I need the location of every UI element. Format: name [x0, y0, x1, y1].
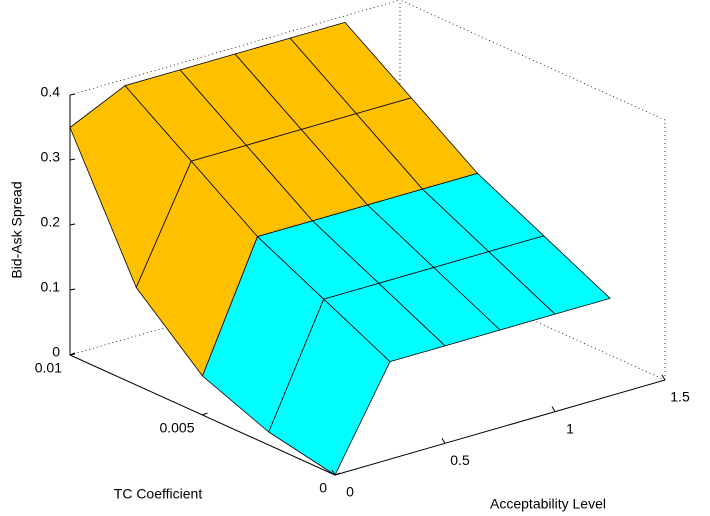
z-tick-label: 0.3: [41, 149, 61, 165]
x-tick: [551, 406, 556, 412]
z-tick: [69, 288, 76, 291]
z-tick-label: 0.1: [41, 279, 61, 295]
x-tick-label: 1.5: [670, 389, 690, 405]
x-tick-label: 0.5: [450, 452, 470, 468]
x-tick-label: 1: [566, 420, 574, 436]
z-tick-label: 0.2: [41, 214, 61, 230]
z-tick: [69, 93, 76, 96]
y-tick-label: 0.01: [35, 360, 62, 376]
x-axis-label: Acceptability Level: [490, 496, 606, 512]
x-axis-line: [334, 379, 666, 476]
z-tick: [69, 158, 76, 161]
y-tick-label: 0.005: [159, 420, 194, 436]
y-tick: [202, 412, 208, 416]
z-tick: [69, 223, 76, 226]
y-axis-label: TC Coefficient: [114, 486, 203, 502]
surface-face: [268, 298, 391, 476]
y-tick-label: 0: [319, 480, 327, 496]
x-tick: [441, 438, 446, 444]
box-edge: [399, 0, 666, 121]
z-tick-label: 0.4: [41, 84, 61, 100]
x-tick-label: 0: [346, 484, 354, 500]
z-axis-label: Bid-Ask Spread: [9, 181, 25, 278]
y-tick: [334, 472, 341, 476]
box-edge: [399, 259, 666, 381]
z-tick-label: 0: [52, 344, 60, 360]
z-tick: [69, 353, 76, 356]
x-tick: [661, 374, 666, 381]
x-tick: [331, 469, 336, 476]
